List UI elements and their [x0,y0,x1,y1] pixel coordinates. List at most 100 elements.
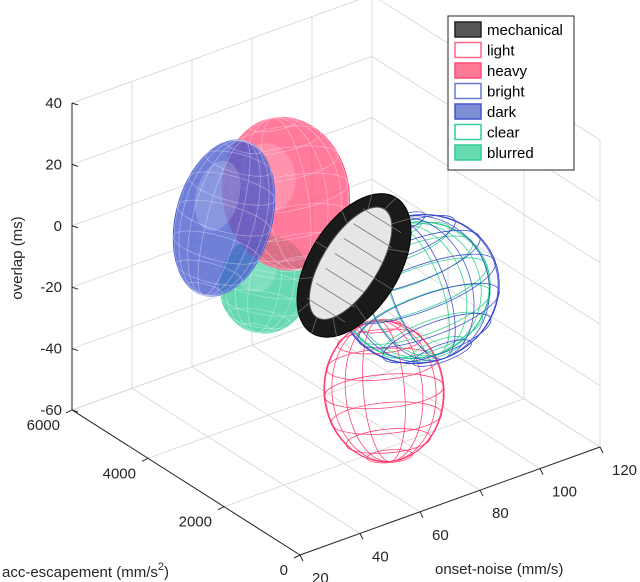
legend-label: dark [487,104,517,121]
back-wall-grid-line [71,55,373,165]
mechanical-mesh-line [391,218,410,225]
light-mesh-longitude [324,320,444,463]
mechanical-mesh-line [332,317,337,337]
mechanical-mesh-line [374,277,393,290]
legend-swatch [454,62,482,79]
dark-mesh-latitude [224,139,262,155]
ellipsoids [172,115,500,464]
y-axis-label-main: acc-escapement (mm/s [2,564,158,581]
floor-grid-line [131,387,361,534]
x-tick-label: 20 [312,570,329,582]
axes [65,102,604,562]
z-tick-label: 0 [54,218,62,235]
mechanical-mesh-line [311,317,318,334]
mechanical-mesh-line [334,253,374,278]
z-tick-mark [71,286,79,290]
ellipsoid-mechanical [296,193,412,338]
dark-mesh-latitude [172,230,260,265]
x-tick-label: 80 [492,505,509,522]
z-tick-mark [71,225,79,229]
x-tick-label: 60 [432,527,449,544]
mechanical-mesh-line [325,268,364,293]
legend-item-mechanical: mechanical [454,21,563,39]
light-mesh-longitude [362,320,406,462]
legend-swatch [454,21,482,38]
mechanical-mesh-line [367,194,372,210]
mechanical-mesh-line [316,282,355,308]
x-tick-label: 100 [552,484,577,501]
heavy-mesh-latitude [249,115,298,133]
x-tick-mark [419,511,424,519]
y-axis-label-end: ) [164,564,169,581]
y-axis-label-sup: 2 [158,561,164,573]
blurred-mesh-latitude [239,322,275,335]
x-axis-label: onset-noise (mm/s) [435,561,563,578]
legend-label: bright [487,84,525,101]
z-tick-label: -40 [40,341,62,358]
legend-item-dark: dark [454,103,517,121]
legend-label: blurred [487,145,534,162]
legend-item-clear: clear [454,123,520,142]
floor-grid-line [191,366,421,513]
ellipsoid-light [323,319,445,464]
legend-item-blurred: blurred [454,144,534,162]
x-tick-mark [599,446,604,454]
bright-mesh-latitude [382,312,492,364]
y-tick-label: 0 [280,562,288,579]
y-tick-label: 6000 [27,417,60,434]
legend: mechanical light heavy bright dark clear blurr… [447,15,575,171]
mechanical-mesh-line [306,297,346,323]
dark-mesh-longitude [187,140,261,297]
y-tick-mark [217,506,225,511]
x-tick-label: 40 [372,548,389,565]
tick-labels: 20 40 60 80 100 120 0 2000 4000 6000-60 -40 -20 0 20 4… [27,95,637,582]
x-tick-label: 120 [612,462,637,479]
dark-outline [172,139,276,297]
dark-mesh-latitude [176,259,243,286]
legend-swatch [454,82,482,100]
light-mesh-latitude [323,373,445,410]
dark-mesh-latitude [188,171,276,206]
x-axis-line [299,446,601,556]
side-wall-grid-line [371,240,601,387]
legend-swatch [454,144,482,161]
dark-mesh-latitude [186,282,224,297]
clear-mesh-latitude [381,311,483,359]
light-mesh-latitude [330,401,442,435]
back-wall-grid-line [71,0,360,104]
legend-label: mechanical [487,22,563,39]
light-mesh-latitude [336,328,423,355]
x-tick-mark [359,533,364,540]
mechanical-mesh-line [362,208,402,234]
z-tick-label: 40 [45,95,62,112]
legend-label: heavy [487,63,528,80]
z-tick-label: -20 [40,279,62,296]
mechanical-mesh-line [384,197,397,210]
mechanical-mesh-line [341,210,348,224]
y-tick-label: 2000 [179,514,212,531]
mechanical-mesh-line [353,223,392,248]
side-wall-grid-line [371,178,601,325]
y-axis-label: acc-escapement (mm/s2) [2,561,169,581]
light-outline [323,320,445,463]
x-tick-mark [539,468,544,475]
z-tick-label: -60 [40,402,62,419]
dark-mesh-longitude [173,139,275,297]
legend-item-heavy: heavy [454,62,528,80]
y-tick-label: 4000 [103,465,136,482]
x-tick-mark [299,554,304,562]
x-tick-mark [479,489,484,497]
y-tick-mark [65,409,73,414]
floor-grid-line [251,344,481,491]
z-tick-mark [71,409,79,413]
light-mesh-longitude [344,320,424,463]
mechanical-mesh-line [315,241,328,249]
dark-mesh-longitude [178,139,270,297]
ellipsoid-dark [172,139,276,297]
legend-item-bright: bright [454,82,525,101]
mechanical-mesh-line [298,302,310,313]
floor-grid-line [311,323,541,470]
dark-mesh-latitude [205,150,272,177]
